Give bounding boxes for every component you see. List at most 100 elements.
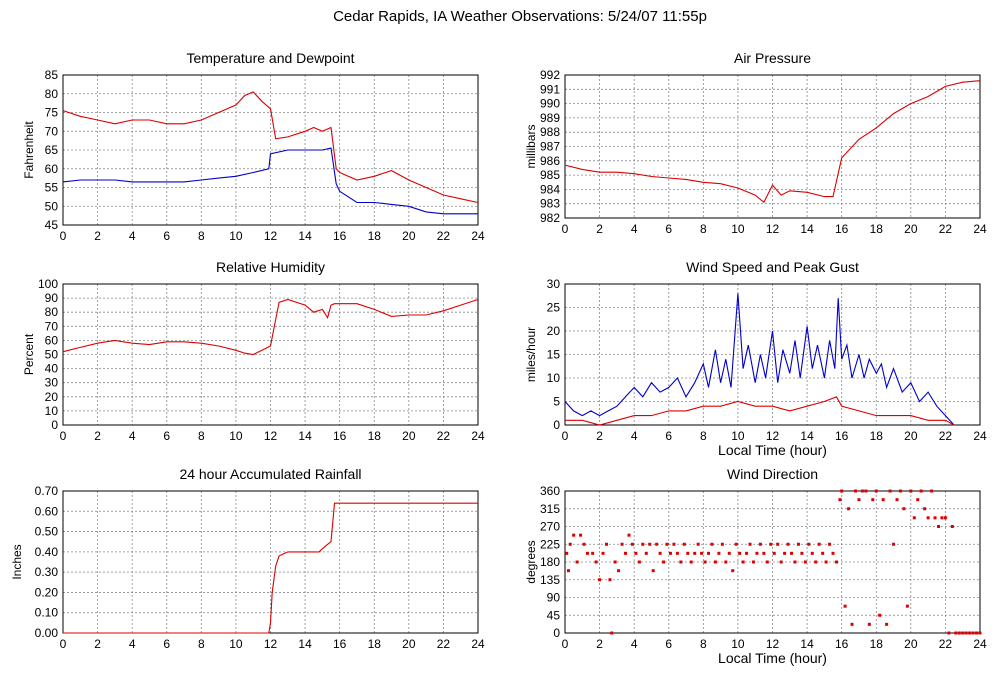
y-tick-label: 55 [45, 181, 59, 195]
x-tick-label: 4 [631, 637, 638, 651]
data-point [895, 498, 899, 502]
data-point [864, 489, 868, 493]
data-point [565, 551, 569, 555]
x-tick-label: 10 [229, 429, 243, 443]
data-point [957, 631, 961, 635]
data-point [566, 569, 570, 573]
data-point [758, 542, 762, 546]
x-tick-label: 24 [973, 637, 987, 651]
data-point [689, 560, 693, 564]
x-tick-label: 24 [471, 229, 485, 243]
data-point [651, 569, 655, 573]
x-tick-label: 14 [298, 637, 312, 651]
data-point [672, 542, 676, 546]
y-tick-label: 0 [553, 418, 560, 432]
data-point [720, 542, 724, 546]
data-point [943, 516, 947, 520]
y-axis-label: miles/hour [524, 327, 538, 382]
y-tick-label: 80 [45, 305, 59, 319]
data-point [608, 578, 612, 582]
x-tick-label: 6 [665, 429, 672, 443]
y-tick-label: 0.20 [35, 585, 59, 599]
chart-title: Wind Direction [727, 466, 818, 482]
data-point [710, 542, 714, 546]
data-point [575, 560, 579, 564]
data-point [613, 560, 617, 564]
data-point [817, 542, 821, 546]
page-title: Cedar Rapids, IA Weather Observations: 5… [333, 8, 707, 25]
y-tick-label: 5 [553, 395, 560, 409]
x-tick-label: 0 [562, 222, 569, 236]
chart-title: Relative Humidity [216, 259, 325, 275]
y-tick-label: 0.30 [35, 565, 59, 579]
x-tick-label: 2 [94, 429, 101, 443]
data-point [964, 631, 968, 635]
data-point [850, 622, 854, 626]
plot-frame [62, 283, 479, 426]
data-point [675, 551, 679, 555]
data-point [679, 560, 683, 564]
x-tick-label: 22 [437, 429, 451, 443]
data-point [888, 489, 892, 493]
x-tick-label: 6 [163, 429, 170, 443]
data-point [978, 631, 982, 635]
data-point [644, 551, 648, 555]
data-point [620, 542, 624, 546]
x-axis-label: Local Time (hour) [718, 650, 827, 666]
data-point [779, 560, 783, 564]
data-point [940, 516, 944, 520]
y-tick-label: 135 [540, 573, 560, 587]
data-point [703, 560, 707, 564]
y-tick-label: 180 [540, 555, 560, 569]
data-point [916, 498, 920, 502]
y-tick-label: 75 [45, 106, 59, 120]
x-tick-label: 18 [368, 229, 382, 243]
data-point [919, 489, 923, 493]
x-tick-label: 14 [298, 429, 312, 443]
y-axis-label: Inches [10, 544, 24, 579]
data-point [828, 542, 832, 546]
x-tick-label: 6 [665, 222, 672, 236]
data-point [598, 578, 602, 582]
x-tick-label: 24 [973, 429, 987, 443]
x-tick-label: 10 [731, 429, 745, 443]
data-point [665, 542, 669, 546]
x-tick-label: 12 [766, 637, 780, 651]
x-tick-label: 18 [368, 637, 382, 651]
x-tick-label: 4 [129, 229, 136, 243]
y-tick-label: 10 [547, 371, 561, 385]
y-tick-label: 0.50 [35, 525, 59, 539]
data-point [610, 631, 614, 635]
x-tick-label: 22 [437, 637, 451, 651]
y-tick-label: 0.10 [35, 606, 59, 620]
data-point [954, 631, 958, 635]
data-point [881, 498, 885, 502]
y-tick-label: 50 [45, 348, 59, 362]
data-point [693, 551, 697, 555]
y-tick-label: 270 [540, 520, 560, 534]
data-point [930, 489, 934, 493]
chart-title: Wind Speed and Peak Gust [686, 259, 859, 275]
x-tick-label: 22 [437, 229, 451, 243]
data-point [655, 542, 659, 546]
x-tick-label: 6 [163, 229, 170, 243]
data-point [724, 560, 728, 564]
data-point [585, 551, 589, 555]
data-point [741, 560, 745, 564]
x-tick-label: 14 [800, 222, 814, 236]
x-tick-label: 6 [665, 637, 672, 651]
x-tick-label: 16 [835, 429, 849, 443]
data-point [821, 551, 825, 555]
y-tick-label: 30 [547, 277, 561, 291]
plot-frame [62, 74, 479, 226]
data-point [796, 542, 800, 546]
y-tick-label: 60 [45, 333, 59, 347]
data-point [878, 613, 882, 617]
y-axis-label: Percent [22, 333, 36, 375]
y-tick-label: 0 [553, 626, 560, 640]
data-point [975, 631, 979, 635]
data-point [838, 498, 842, 502]
